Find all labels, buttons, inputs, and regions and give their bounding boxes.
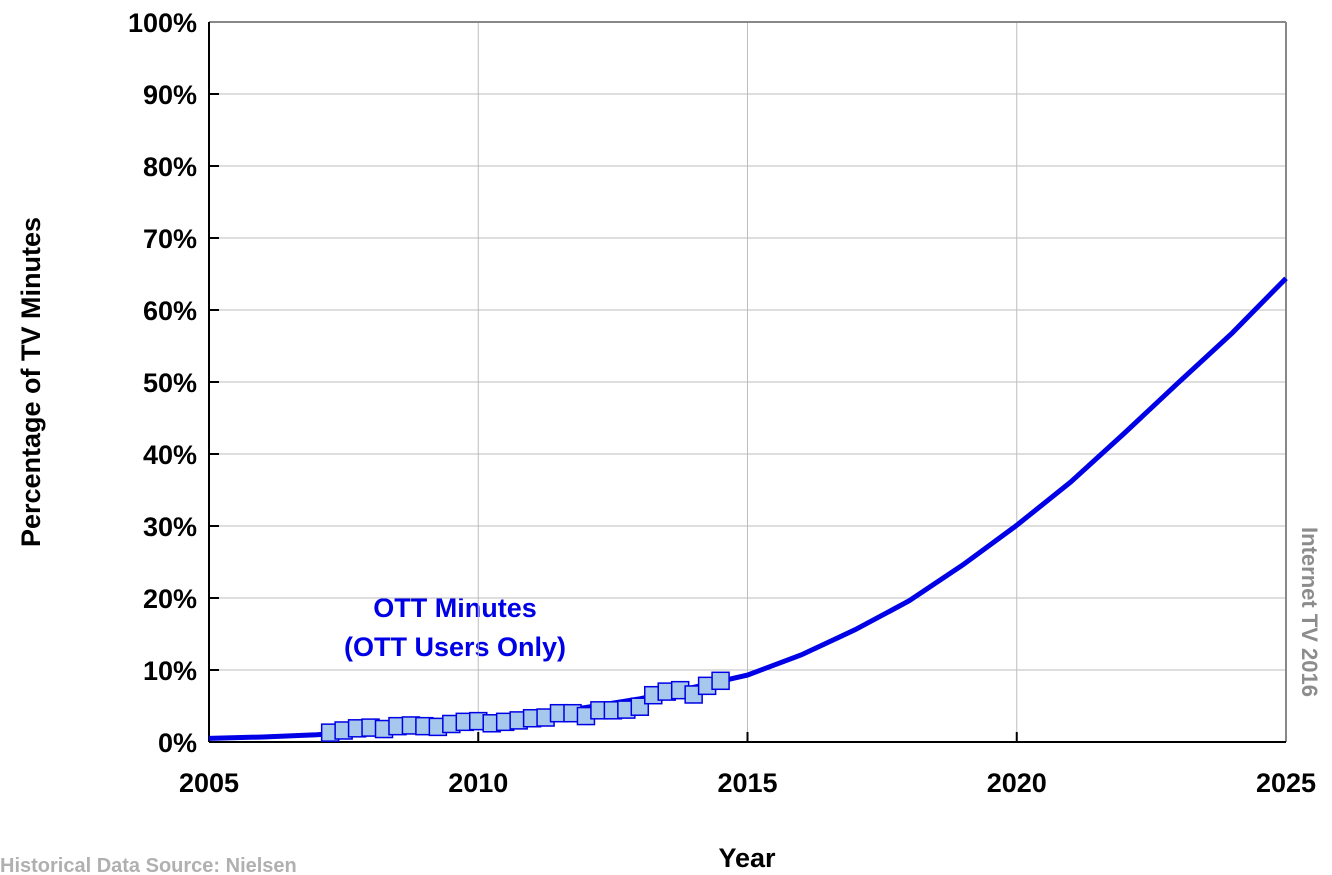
x-tick-label: 2005: [179, 768, 239, 798]
y-tick-label: 50%: [143, 368, 197, 398]
y-tick-label: 0%: [158, 728, 197, 758]
source-note: Historical Data Source: Nielsen: [0, 855, 297, 875]
y-tick-label: 70%: [143, 224, 197, 254]
y-tick-label: 100%: [128, 8, 197, 38]
y-tick-label: 20%: [143, 584, 197, 614]
watermark: Internet TV 2016: [1297, 527, 1322, 697]
x-tick-label: 2010: [448, 768, 508, 798]
y-tick-label: 90%: [143, 80, 197, 110]
y-tick-label: 30%: [143, 512, 197, 542]
x-tick-label: 2020: [987, 768, 1047, 798]
data-point: [711, 671, 730, 691]
annotation: (OTT Users Only): [344, 632, 566, 662]
x-tick-label: 2015: [717, 768, 777, 798]
y-tick-label: 40%: [143, 440, 197, 470]
y-tick-label: 80%: [143, 152, 197, 182]
y-tick-label: 60%: [143, 296, 197, 326]
x-tick-label: 2025: [1256, 768, 1316, 798]
y-axis-label: Percentage of TV Minutes: [16, 217, 46, 547]
x-axis-label: Year: [718, 843, 776, 873]
y-tick-label: 10%: [143, 656, 197, 686]
